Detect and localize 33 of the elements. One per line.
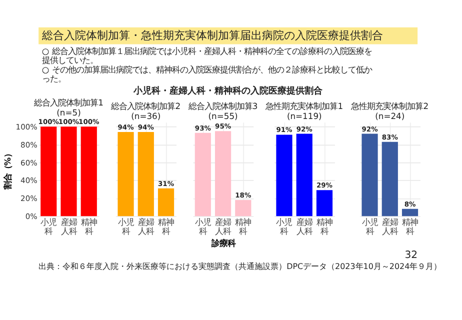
y-tick-label: 0% (25, 212, 38, 222)
x-tick-label: 精神科 (235, 216, 252, 236)
x-tick-label: 産婦人科 (138, 216, 154, 236)
text: 小児科・産婦人科・精神科の入院医療提供割合 (132, 86, 324, 97)
text: ○ その他の加算届出病院では、精神科の入院医療提供割合が、他の２診療科と比較して低かった。 (42, 64, 372, 84)
text: 総合入院体制加算・急性期充実体制加算届出病院の入院医療提供割合 (40, 29, 383, 42)
x-tick-label: 小児科 (362, 216, 378, 236)
y-axis-title: 割合（%） (2, 149, 13, 191)
x-tick-label: 産婦人科 (382, 216, 398, 236)
x-tick-label: 精神科 (316, 216, 332, 236)
y-tick-label: 60% (20, 158, 38, 168)
text: ○ 総合入院体制加算１届出病院では小児科・産婦人科・精神科の全ての診療科の入院医療を提供していた。 (42, 46, 372, 66)
x-tick-label: 小児科 (40, 216, 57, 236)
x-axis-title: 診療科 (210, 238, 236, 248)
x-tick-label: 産婦人科 (60, 216, 77, 236)
y-tick-label: 20% (20, 194, 38, 204)
text: 32 (404, 250, 418, 261)
x-tick-label: 小児科 (276, 216, 292, 236)
x-tick-label: 小児科 (118, 216, 134, 236)
chart-title: 総合入院体制加算2(n=36) (110, 100, 181, 121)
chart-title: 総合入院体制加算1(n=5) (33, 98, 104, 118)
x-tick-label: 精神科 (158, 216, 174, 236)
chart-title: 総合入院体制加算3(n=55) (187, 100, 258, 121)
y-tick-label: 40% (20, 176, 38, 186)
x-tick-label: 精神科 (402, 216, 418, 236)
y-tick-label: 100% (16, 122, 38, 132)
x-tick-label: 小児科 (194, 216, 211, 236)
y-tick-label: 80% (20, 140, 38, 150)
chart-title: 急性期充実体制加算1(n=119) (264, 100, 344, 121)
x-tick-label: 精神科 (80, 216, 97, 236)
x-tick-label: 産婦人科 (296, 216, 312, 236)
chart-title: 急性期充実体制加算2(n=24) (350, 100, 429, 121)
x-tick-label: 産婦人科 (215, 216, 232, 236)
